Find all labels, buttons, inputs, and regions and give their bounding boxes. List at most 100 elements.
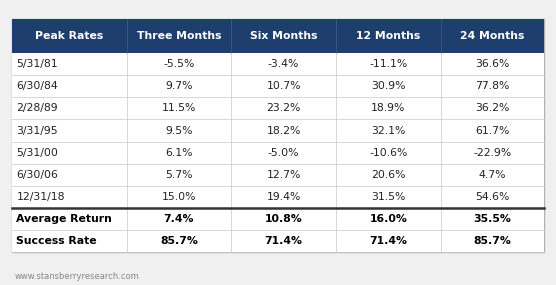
Text: Average Return: Average Return bbox=[17, 214, 112, 224]
Text: -5.5%: -5.5% bbox=[163, 59, 195, 69]
Bar bbox=[231, 230, 336, 252]
Bar bbox=[336, 208, 441, 230]
Bar bbox=[12, 230, 127, 252]
Bar bbox=[12, 19, 544, 252]
Bar bbox=[231, 164, 336, 186]
Bar bbox=[336, 230, 441, 252]
Bar bbox=[441, 142, 544, 164]
Bar bbox=[127, 119, 231, 142]
Text: 2/28/89: 2/28/89 bbox=[17, 103, 58, 113]
Text: -10.6%: -10.6% bbox=[369, 148, 408, 158]
Bar bbox=[127, 75, 231, 97]
Text: 71.4%: 71.4% bbox=[265, 236, 302, 246]
Text: -3.4%: -3.4% bbox=[268, 59, 299, 69]
Text: 77.8%: 77.8% bbox=[475, 81, 509, 91]
Text: 35.5%: 35.5% bbox=[473, 214, 511, 224]
Bar bbox=[336, 97, 441, 119]
Bar bbox=[12, 142, 127, 164]
Bar bbox=[127, 19, 231, 53]
Bar bbox=[231, 19, 336, 53]
Text: 5/31/00: 5/31/00 bbox=[17, 148, 58, 158]
Text: 36.6%: 36.6% bbox=[475, 59, 509, 69]
Text: 10.8%: 10.8% bbox=[265, 214, 302, 224]
Text: Three Months: Three Months bbox=[137, 31, 221, 41]
Bar bbox=[441, 19, 544, 53]
Bar bbox=[441, 119, 544, 142]
Bar bbox=[336, 142, 441, 164]
Bar bbox=[127, 186, 231, 208]
Bar bbox=[127, 208, 231, 230]
Bar bbox=[231, 97, 336, 119]
Bar bbox=[12, 97, 127, 119]
Text: 5.7%: 5.7% bbox=[165, 170, 192, 180]
Bar bbox=[441, 97, 544, 119]
Text: 9.5%: 9.5% bbox=[165, 126, 192, 136]
Bar bbox=[441, 164, 544, 186]
Bar bbox=[231, 208, 336, 230]
Bar bbox=[441, 75, 544, 97]
Text: -11.1%: -11.1% bbox=[369, 59, 408, 69]
Text: www.stansberryresearch.com: www.stansberryresearch.com bbox=[15, 272, 140, 281]
Text: 24 Months: 24 Months bbox=[460, 31, 524, 41]
Bar bbox=[127, 142, 231, 164]
Text: 5/31/81: 5/31/81 bbox=[17, 59, 58, 69]
Text: 16.0%: 16.0% bbox=[369, 214, 407, 224]
Bar bbox=[441, 208, 544, 230]
Text: 30.9%: 30.9% bbox=[371, 81, 405, 91]
Bar bbox=[336, 186, 441, 208]
Text: 32.1%: 32.1% bbox=[371, 126, 405, 136]
Bar bbox=[441, 186, 544, 208]
Text: 36.2%: 36.2% bbox=[475, 103, 509, 113]
Bar bbox=[231, 119, 336, 142]
Bar bbox=[441, 230, 544, 252]
Text: 61.7%: 61.7% bbox=[475, 126, 509, 136]
Bar bbox=[231, 53, 336, 75]
Bar bbox=[127, 164, 231, 186]
Text: 11.5%: 11.5% bbox=[162, 103, 196, 113]
Text: 12 Months: 12 Months bbox=[356, 31, 420, 41]
Bar bbox=[336, 53, 441, 75]
Bar bbox=[231, 75, 336, 97]
Bar bbox=[12, 119, 127, 142]
Text: 4.7%: 4.7% bbox=[479, 170, 506, 180]
Text: Peak Rates: Peak Rates bbox=[35, 31, 103, 41]
Text: Six Months: Six Months bbox=[250, 31, 317, 41]
Text: -5.0%: -5.0% bbox=[268, 148, 299, 158]
Text: 6.1%: 6.1% bbox=[165, 148, 192, 158]
Bar bbox=[127, 97, 231, 119]
Text: Success Rate: Success Rate bbox=[17, 236, 97, 246]
Bar bbox=[127, 230, 231, 252]
Text: 19.4%: 19.4% bbox=[266, 192, 301, 202]
Bar bbox=[336, 164, 441, 186]
Text: 12/31/18: 12/31/18 bbox=[17, 192, 65, 202]
Bar bbox=[336, 75, 441, 97]
Text: 3/31/95: 3/31/95 bbox=[17, 126, 58, 136]
Text: 23.2%: 23.2% bbox=[266, 103, 301, 113]
Bar bbox=[12, 53, 127, 75]
Text: 54.6%: 54.6% bbox=[475, 192, 509, 202]
Bar bbox=[12, 186, 127, 208]
Bar bbox=[441, 53, 544, 75]
Bar bbox=[12, 19, 127, 53]
Text: 6/30/06: 6/30/06 bbox=[17, 170, 58, 180]
Text: 20.6%: 20.6% bbox=[371, 170, 405, 180]
Bar bbox=[336, 119, 441, 142]
Text: 85.7%: 85.7% bbox=[160, 236, 198, 246]
Text: 85.7%: 85.7% bbox=[473, 236, 511, 246]
Bar bbox=[12, 164, 127, 186]
Text: 31.5%: 31.5% bbox=[371, 192, 405, 202]
Text: 71.4%: 71.4% bbox=[369, 236, 408, 246]
Text: 15.0%: 15.0% bbox=[162, 192, 196, 202]
Text: 7.4%: 7.4% bbox=[163, 214, 194, 224]
Bar bbox=[12, 208, 127, 230]
Bar bbox=[127, 53, 231, 75]
Bar bbox=[231, 142, 336, 164]
Text: 6/30/84: 6/30/84 bbox=[17, 81, 58, 91]
Bar bbox=[231, 186, 336, 208]
Text: 10.7%: 10.7% bbox=[266, 81, 301, 91]
Text: 18.9%: 18.9% bbox=[371, 103, 405, 113]
Text: 9.7%: 9.7% bbox=[165, 81, 192, 91]
Text: -22.9%: -22.9% bbox=[473, 148, 512, 158]
Text: 12.7%: 12.7% bbox=[266, 170, 301, 180]
Bar bbox=[336, 19, 441, 53]
